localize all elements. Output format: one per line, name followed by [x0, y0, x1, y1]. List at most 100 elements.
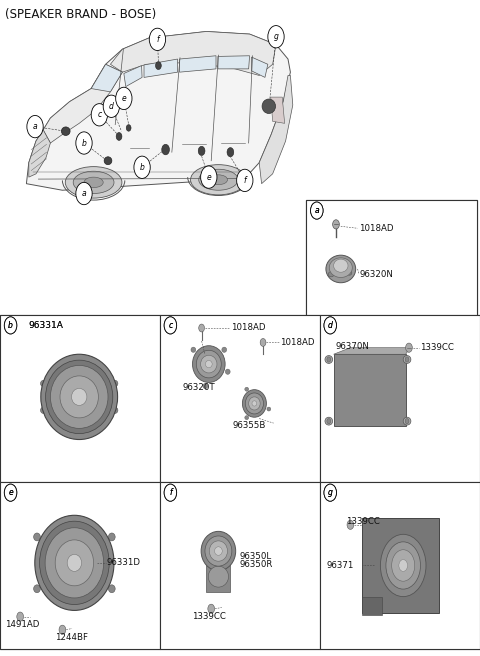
Ellipse shape — [104, 157, 112, 165]
Text: e: e — [8, 488, 13, 497]
Ellipse shape — [222, 347, 227, 352]
Text: (SPEAKER BRAND - BOSE): (SPEAKER BRAND - BOSE) — [5, 8, 156, 21]
Circle shape — [164, 484, 177, 501]
Polygon shape — [252, 57, 268, 77]
Circle shape — [164, 317, 177, 334]
Polygon shape — [29, 130, 50, 177]
Ellipse shape — [205, 360, 212, 367]
Text: 1018AD: 1018AD — [359, 224, 394, 233]
Polygon shape — [110, 31, 276, 75]
Ellipse shape — [67, 554, 82, 571]
Ellipse shape — [192, 346, 225, 382]
Ellipse shape — [61, 127, 70, 136]
Bar — [0, 482, 160, 649]
Ellipse shape — [196, 350, 221, 378]
Text: 96320N: 96320N — [359, 270, 393, 279]
Polygon shape — [26, 31, 290, 190]
Circle shape — [333, 220, 339, 229]
Text: 1339CC: 1339CC — [420, 343, 454, 352]
Polygon shape — [218, 56, 250, 69]
Ellipse shape — [392, 550, 415, 581]
Ellipse shape — [111, 380, 118, 387]
Polygon shape — [259, 75, 293, 184]
Text: 96331A: 96331A — [29, 321, 64, 330]
Text: 96331A: 96331A — [29, 321, 64, 330]
Text: 1491AD: 1491AD — [5, 620, 39, 629]
Circle shape — [311, 202, 323, 219]
Ellipse shape — [55, 540, 94, 586]
Bar — [0, 482, 160, 649]
Polygon shape — [43, 64, 122, 143]
Circle shape — [260, 338, 266, 346]
Ellipse shape — [41, 354, 118, 440]
Circle shape — [327, 357, 331, 362]
Text: e: e — [8, 488, 13, 497]
Ellipse shape — [215, 546, 222, 555]
Text: b: b — [82, 138, 86, 148]
Ellipse shape — [403, 417, 411, 425]
Circle shape — [347, 520, 354, 529]
Ellipse shape — [60, 376, 98, 418]
Text: 96371: 96371 — [326, 561, 354, 570]
Ellipse shape — [347, 270, 352, 276]
Text: c: c — [97, 110, 101, 119]
Bar — [0, 315, 160, 482]
Text: f: f — [243, 176, 246, 185]
Ellipse shape — [208, 566, 228, 587]
Bar — [160, 482, 320, 649]
Ellipse shape — [252, 401, 257, 406]
Polygon shape — [334, 348, 410, 354]
Ellipse shape — [108, 533, 115, 541]
Text: 1018AD: 1018AD — [231, 323, 266, 333]
Ellipse shape — [191, 165, 246, 195]
Ellipse shape — [242, 390, 266, 417]
Circle shape — [208, 604, 215, 613]
Bar — [206, 561, 230, 592]
Text: c: c — [168, 321, 172, 330]
Ellipse shape — [399, 560, 408, 571]
Bar — [0, 315, 160, 482]
Ellipse shape — [267, 407, 271, 411]
Polygon shape — [124, 66, 142, 87]
Text: f: f — [169, 488, 172, 497]
Text: 96320T: 96320T — [182, 382, 215, 392]
Circle shape — [17, 612, 24, 621]
Ellipse shape — [84, 177, 103, 188]
Text: e: e — [121, 94, 126, 103]
Bar — [362, 597, 382, 615]
Ellipse shape — [325, 417, 333, 425]
Circle shape — [103, 95, 120, 117]
Text: g: g — [328, 488, 333, 497]
Bar — [306, 200, 477, 315]
Circle shape — [76, 182, 92, 205]
Polygon shape — [180, 56, 216, 72]
Circle shape — [156, 62, 161, 70]
Ellipse shape — [209, 541, 228, 561]
Circle shape — [91, 104, 108, 126]
Text: b: b — [8, 321, 13, 330]
Circle shape — [4, 484, 17, 501]
Circle shape — [405, 357, 409, 362]
Bar — [362, 518, 439, 613]
Bar — [320, 482, 480, 649]
Circle shape — [59, 625, 66, 634]
Circle shape — [324, 484, 336, 501]
Bar — [160, 315, 320, 482]
Ellipse shape — [201, 531, 236, 571]
Circle shape — [4, 484, 17, 501]
Bar — [306, 200, 477, 315]
Circle shape — [27, 115, 43, 138]
Ellipse shape — [262, 99, 276, 113]
Bar — [334, 354, 406, 426]
Ellipse shape — [40, 380, 47, 387]
Text: b: b — [8, 321, 13, 330]
Ellipse shape — [201, 356, 217, 373]
Ellipse shape — [326, 255, 356, 283]
Text: g: g — [328, 488, 333, 497]
Circle shape — [76, 132, 92, 154]
Bar — [320, 315, 480, 482]
Ellipse shape — [65, 167, 122, 198]
Text: d: d — [109, 102, 114, 111]
Text: 96350L: 96350L — [240, 552, 272, 561]
Ellipse shape — [35, 515, 114, 610]
